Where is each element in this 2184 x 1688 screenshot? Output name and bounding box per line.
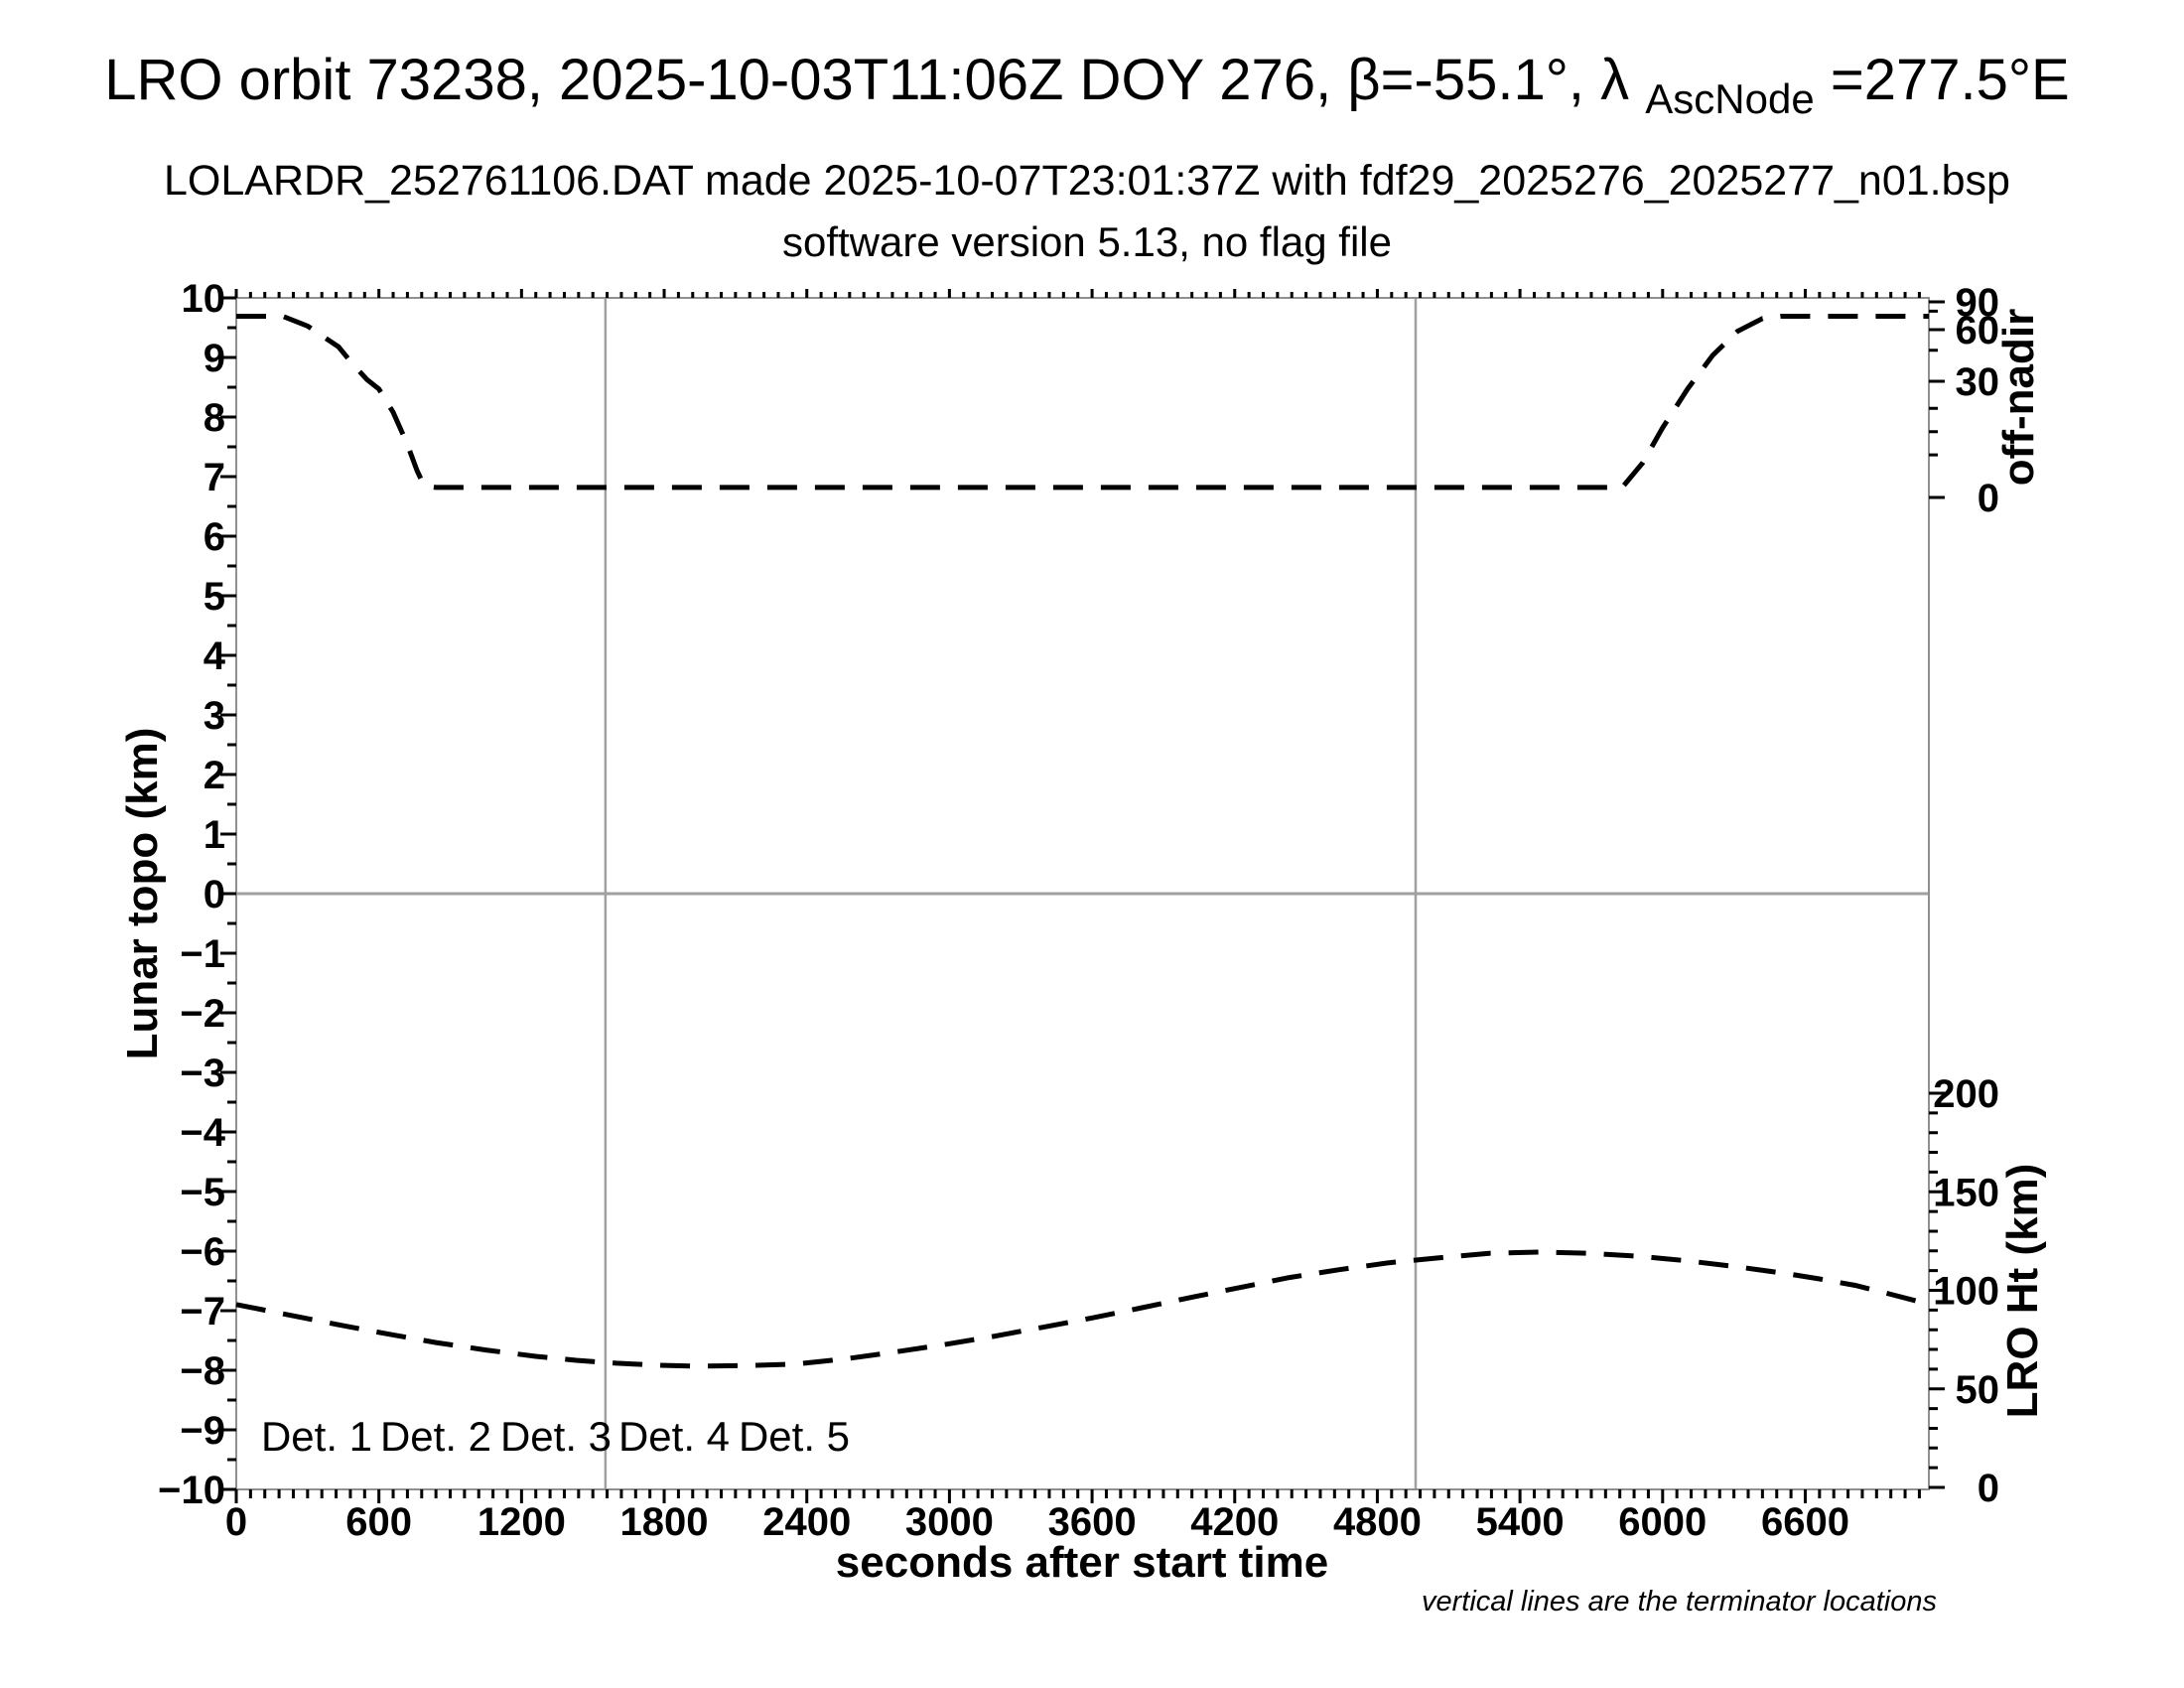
terminator-footnote: vertical lines are the terminator locati… [1422, 1586, 1937, 1618]
y-right-bottom-axis-title: LRO Ht (km) [1998, 1164, 2047, 1419]
y-left-tick-label: −8 [180, 1349, 225, 1393]
y-left-tick-label: −6 [180, 1230, 225, 1274]
off-nadir-tick-label: 0 [1978, 477, 1999, 520]
legend-item-4: Det. 4 [618, 1413, 730, 1460]
plot-area-group: 0 600 1200 1800 2400 3000 3600 4200 4800 5400 6000… [158, 277, 1999, 1544]
y-left-tick-label: 3 [204, 694, 225, 738]
x-tick-label: 4800 [1333, 1500, 1422, 1544]
legend-item-2: Det. 2 [380, 1413, 491, 1460]
y-left-tick-label: 7 [204, 456, 225, 499]
x-tick-label: 600 [345, 1500, 412, 1544]
lro-ht-tick-label: 200 [1933, 1072, 1999, 1116]
legend-item-5: Det. 5 [739, 1413, 850, 1460]
x-tick-label: 1200 [478, 1500, 566, 1544]
series-curve-LRO-height [235, 1249, 1930, 1369]
x-tick-label: 1800 [620, 1500, 709, 1544]
x-tick-label: 3600 [1048, 1500, 1137, 1544]
y-left-tick-label: 9 [204, 337, 225, 380]
legend-item-3: Det. 3 [500, 1413, 612, 1460]
x-tick-label: 0 [225, 1500, 247, 1544]
y-left-tick-label: −9 [180, 1409, 225, 1453]
lro-ht-tick-label: 50 [1956, 1368, 2000, 1412]
y-right-top-axis-title: off-nadir [1994, 309, 2043, 486]
axis-ticks [220, 289, 1945, 1503]
y-left-tick-label: −1 [180, 932, 225, 976]
y-left-tick-label: −4 [180, 1111, 225, 1155]
off-nadir-tick-label: 90 [1956, 281, 2000, 325]
y-left-tick-label: −7 [180, 1290, 225, 1334]
y-left-tick-label: −10 [158, 1469, 225, 1512]
x-tick-label: 6600 [1761, 1500, 1849, 1544]
chart-title-subscript: AscNode [1645, 75, 1814, 122]
legend-item-1: Det. 1 [261, 1413, 372, 1460]
y-left-tick-label: −2 [180, 992, 225, 1036]
lro-ht-tick-label: 0 [1978, 1467, 1999, 1510]
chart-title-main: LRO orbit 73238, 2025-10-03T11:06Z DOY 2… [104, 48, 1629, 112]
x-tick-label: 4200 [1190, 1500, 1279, 1544]
x-tick-label: 6000 [1618, 1500, 1706, 1544]
y-left-axis-title: Lunar topo (km) [118, 728, 167, 1060]
x-tick-label: 5400 [1476, 1500, 1565, 1544]
y-left-tick-label: 2 [204, 754, 225, 797]
off-nadir-tick-label: 60 [1956, 309, 2000, 352]
y-left-tick-label: 8 [204, 396, 225, 440]
x-axis-title: seconds after start time [836, 1538, 1328, 1587]
x-tick-label: 3000 [905, 1500, 994, 1544]
chart-title-suffix: =277.5°E [1831, 48, 2070, 112]
lro-ht-tick-label: 150 [1933, 1171, 1999, 1214]
series-curve-off-nadir-angle [236, 314, 1929, 491]
y-left-tick-label: 10 [182, 277, 226, 321]
y-left-tick-label: 5 [204, 575, 225, 619]
y-left-tick-label: 4 [204, 634, 226, 678]
chart-version-line: software version 5.13, no flag file [782, 218, 1392, 265]
off-nadir-tick-label: 30 [1956, 360, 2000, 404]
chart-title: LRO orbit 73238, 2025-10-03T11:06Z DOY 2… [104, 48, 2070, 126]
lro-ht-tick-label: 100 [1933, 1270, 1999, 1314]
x-tick-label: 2400 [762, 1500, 851, 1544]
y-left-tick-label: 6 [204, 515, 225, 559]
y-left-tick-label: 0 [204, 873, 225, 916]
y-left-tick-label: −3 [180, 1052, 225, 1095]
chart-subtitle: LOLARDR_252761106.DAT made 2025-10-07T23… [164, 157, 2010, 205]
y-left-tick-label: 1 [204, 813, 225, 857]
y-left-tick-label: −5 [180, 1171, 225, 1214]
